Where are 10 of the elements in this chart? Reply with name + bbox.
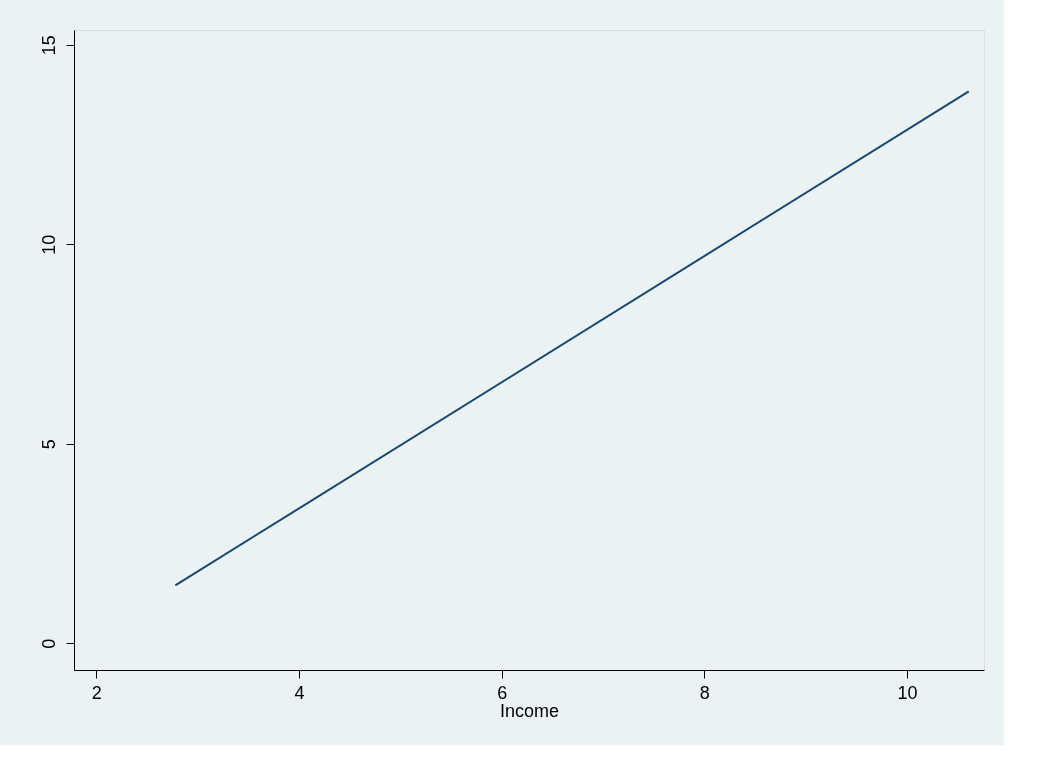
y-tick-label: 10 bbox=[38, 234, 59, 255]
x-tick-label: 2 bbox=[91, 682, 102, 703]
y-tick-label: 5 bbox=[38, 439, 59, 450]
x-tick-label: 10 bbox=[897, 682, 918, 703]
x-axis-title: Income bbox=[499, 700, 560, 721]
y-tick-label: 0 bbox=[38, 638, 59, 649]
x-tick-label: 8 bbox=[699, 682, 710, 703]
y-tick-label: 15 bbox=[38, 35, 59, 56]
x-tick-label: 6 bbox=[497, 682, 508, 703]
x-tick-label: 4 bbox=[294, 682, 305, 703]
